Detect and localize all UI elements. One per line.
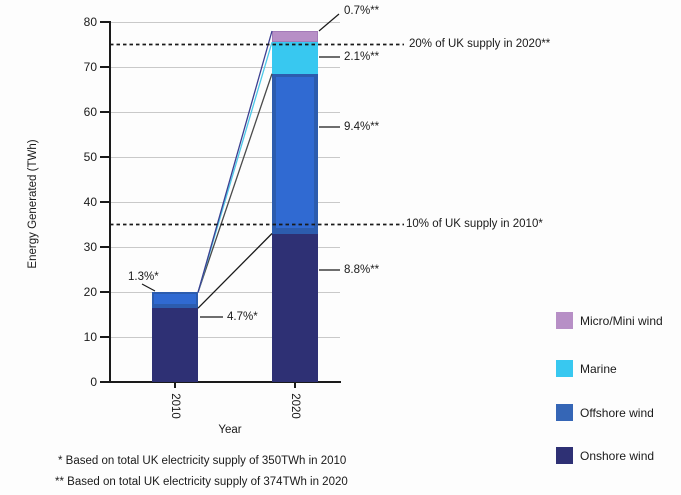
bar-segment-onshore-wind-2010: [152, 308, 198, 382]
y-tick-label-60: 60: [83, 105, 97, 119]
legend-swatch-offshore-wind: [556, 404, 573, 421]
footnote-2020-supply: ** Based on total UK electricity supply …: [55, 476, 348, 488]
x-tick-2020: [294, 383, 296, 388]
y-tick-label-10: 10: [83, 330, 97, 344]
legend-label: Onshore wind: [580, 449, 655, 463]
bar-segment-marine-2020: [272, 42, 318, 74]
footnote-2010-supply: * Based on total UK electricity supply o…: [58, 455, 347, 467]
legend-label: Marine: [580, 362, 617, 376]
gridline-10: [110, 337, 340, 338]
bar-segment-offshore-wind-2010: [152, 292, 198, 309]
y-tick: [100, 246, 111, 248]
callout-leader-line: [141, 283, 156, 292]
callout-label: 2.1%**: [344, 51, 380, 63]
y-tick: [100, 111, 111, 113]
x-axis: [108, 381, 341, 383]
legend-swatch-micro-mini-wind: [556, 312, 573, 329]
offshore-segment-highlight: [154, 294, 196, 305]
y-tick: [100, 201, 111, 203]
y-tick-label-80: 80: [83, 15, 97, 29]
connector-line-micro-mini-wind: [197, 30, 273, 293]
connector-line-onshore-wind: [197, 233, 273, 309]
legend-label: Micro/Mini wind: [580, 314, 663, 328]
connector-line-marine: [197, 42, 273, 293]
bar-segment-offshore-wind-2020: [272, 73, 318, 234]
bar-segment-onshore-wind-2020: [272, 233, 318, 382]
connector-line-offshore-wind: [197, 73, 273, 293]
y-tick-label-70: 70: [83, 60, 97, 74]
y-tick: [100, 21, 111, 23]
y-tick: [100, 156, 111, 158]
x-tick-label-2010: 2010: [169, 393, 181, 419]
y-tick-label-30: 30: [83, 240, 97, 254]
bar-segment-micro-mini-wind-2020: [272, 31, 318, 43]
y-tick: [100, 291, 111, 293]
ref-line-label-20pct: 20% of UK supply in 2020**: [409, 38, 551, 50]
offshore-segment-highlight: [276, 76, 314, 228]
legend-swatch-onshore-wind: [556, 447, 573, 464]
callout-label: 0.7%**: [344, 5, 380, 17]
x-tick-2010: [174, 383, 176, 388]
gridline-80: [110, 22, 340, 23]
y-tick-label-20: 20: [83, 285, 97, 299]
y-tick-label-40: 40: [83, 195, 97, 209]
callout-label: 9.4%**: [344, 121, 380, 133]
y-tick: [100, 381, 111, 383]
x-tick-label-2020: 2020: [289, 393, 301, 419]
y-axis-title: Energy Generated (TWh): [27, 139, 39, 269]
callout-label: 4.7%*: [227, 311, 258, 323]
ref-line-label-10pct: 10% of UK supply in 2010*: [406, 218, 543, 230]
y-tick: [100, 66, 111, 68]
legend-label: Offshore wind: [580, 406, 654, 420]
y-tick-label-0: 0: [90, 375, 97, 389]
callout-label: 8.8%**: [344, 264, 380, 276]
callout-label: 1.3%*: [128, 271, 159, 283]
legend-swatch-marine: [556, 360, 573, 377]
x-axis-title: Year: [218, 424, 242, 436]
y-tick-label-50: 50: [83, 150, 97, 164]
y-tick: [100, 336, 111, 338]
